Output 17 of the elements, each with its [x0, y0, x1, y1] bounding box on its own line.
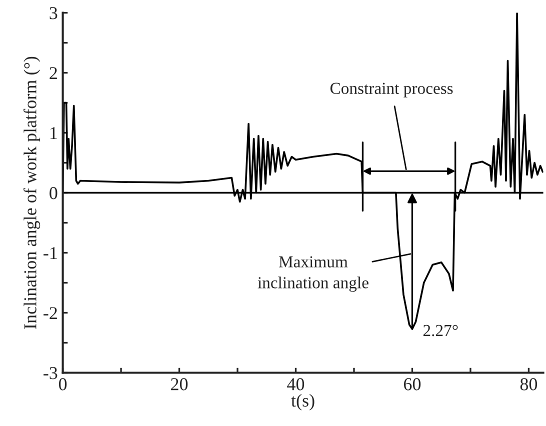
y-tick-label: 3 [50, 7, 58, 20]
annotation: 2.27° [423, 324, 458, 336]
y-tick-label: 1 [50, 127, 57, 140]
y-axis-title: Inclination angle of work platform (°) [24, 56, 40, 329]
x-tick-label: 80 [520, 378, 538, 390]
x-tick-label: 40 [287, 378, 304, 390]
y-tick-label: -2 [44, 307, 57, 320]
y-tick-label: -3 [44, 367, 58, 380]
y-tick-label: 2 [50, 67, 57, 80]
x-tick-label: 60 [404, 378, 421, 390]
x-axis-title: t(s) [291, 394, 314, 410]
annotation: Constraint process [330, 82, 453, 98]
x-tick-label: 0 [58, 378, 67, 390]
y-tick-label: -1 [44, 247, 57, 260]
annotation: Maximum inclination angle [258, 256, 368, 292]
x-tick-label: 20 [171, 378, 188, 390]
y-tick-label: 0 [50, 187, 58, 200]
